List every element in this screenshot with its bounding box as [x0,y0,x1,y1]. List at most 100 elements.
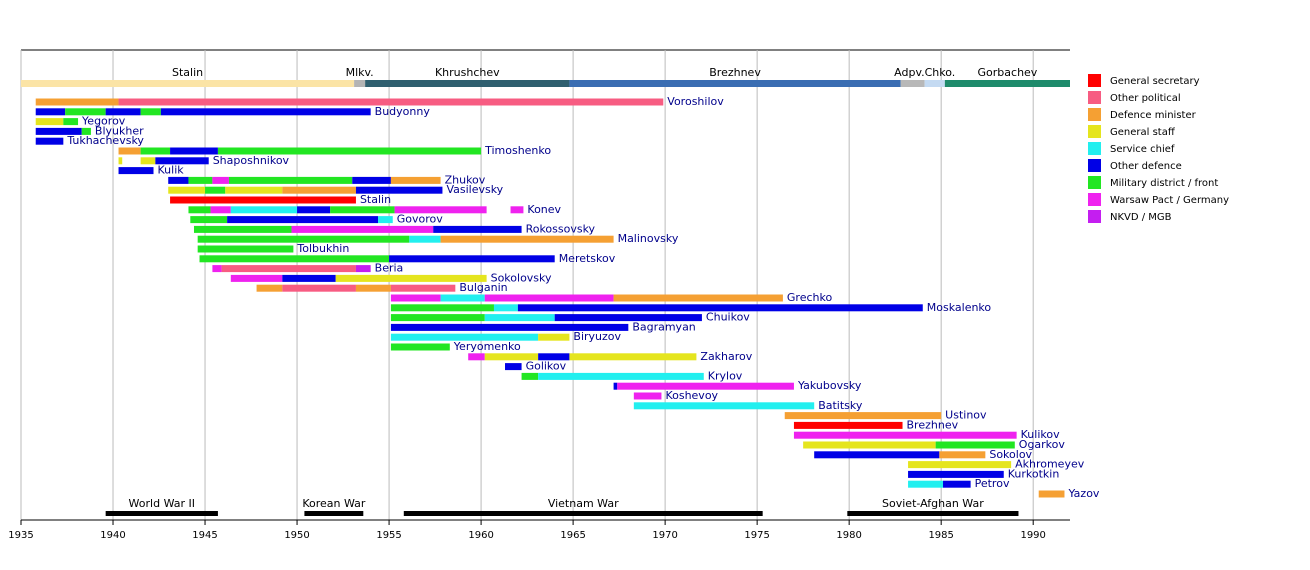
tenure-bar [505,363,522,371]
person-label: Vasilevsky [446,183,503,196]
tenure-bar [538,372,704,380]
tenure-bar [65,108,106,116]
tenure-bar [908,461,1012,469]
tenure-bar [212,176,229,184]
person-label: Stalin [360,193,391,206]
x-tick-label: 1955 [376,530,401,541]
person-label: Konev [527,203,561,216]
legend-label: Military district / front [1110,178,1218,189]
person-label: Grechko [787,291,833,304]
tenure-bar [210,206,231,214]
tenure-bar [118,157,123,165]
war-bar [304,511,364,516]
legend-label: Other defence [1110,161,1182,172]
person-label: Yeryomenko [453,340,521,353]
legend-swatch [1088,159,1101,172]
person-label: Bulganin [459,281,507,294]
tenure-bar [355,284,391,292]
tenure-bar [217,147,482,155]
tenure-bar [538,333,570,341]
tenure-bar [793,421,903,429]
tenure-bar [943,480,971,488]
tenure-bar [484,294,614,302]
tenure-bar [140,108,161,116]
war-label: Soviet-Afghan War [882,497,984,510]
tenure-bar [389,255,555,263]
tenure-bar [394,206,487,214]
tenure-bar [352,176,391,184]
tenure-bar [390,284,456,292]
tenure-bar [493,304,518,312]
era-label: Gorbachev [978,66,1038,79]
person-label: Batitsky [818,399,863,412]
tenure-bar [35,118,64,126]
tenure-bar [205,186,226,194]
tenure-bar [193,225,292,233]
tenure-bar [390,294,441,302]
tenure-bar [230,274,283,282]
tenure-bar [440,294,485,302]
era-bar [569,80,901,87]
person-label: Blyukher [95,124,144,137]
tenure-bar [297,206,331,214]
tenure-bar [409,235,441,243]
tenure-bar [390,343,450,351]
legend-label: Other political [1110,93,1181,104]
tenure-bar [197,245,294,253]
person-label: Voroshilov [667,95,724,108]
tenure-bar [35,108,66,116]
person-label: Akhromeyev [1015,458,1085,471]
war-bar [847,511,1019,516]
legend-label: Defence minister [1110,110,1197,121]
tenure-bar [803,441,936,449]
tenure-bar [355,186,443,194]
tenure-bar [81,127,91,135]
war-label: Vietnam War [548,497,619,510]
tenure-bar [613,294,783,302]
tenure-bar [633,402,815,410]
tenure-bar [160,108,371,116]
person-label: Govorov [397,213,444,226]
x-tick-label: 1960 [468,530,493,541]
person-label: Bagramyan [632,320,695,333]
x-tick-label: 1990 [1020,530,1045,541]
tenure-bar [168,186,206,194]
legend-swatch [1088,108,1101,121]
tenure-bar [390,176,441,184]
tenure-bar [291,225,434,233]
x-tick-label: 1975 [744,530,769,541]
person-label: Moskalenko [927,301,992,314]
tenure-bar [468,353,485,361]
person-label: Kurkotkin [1008,467,1060,480]
person-label: Meretskov [559,252,616,265]
person-label: Golikov [526,360,567,373]
era-bar [365,80,570,87]
war-label: World War II [129,497,195,510]
person-label: Petrov [975,477,1010,490]
legend-label: Warsaw Pact / Germany [1110,195,1229,206]
person-label: Biryuzov [573,330,621,343]
person-label: Zakharov [700,350,752,363]
legend-swatch [1088,91,1101,104]
tenure-bar [188,176,213,184]
person-label: Ustinov [945,409,987,422]
tenure-bar [282,284,356,292]
legend-swatch [1088,125,1101,138]
era-label: Adpv. [894,66,924,79]
legend-label: NKVD / MGB [1110,212,1172,223]
legend-swatch [1088,176,1101,189]
tenure-bar [390,314,485,322]
person-label: Malinovsky [618,232,679,245]
tenure-bar [538,353,570,361]
tenure-bar [939,451,986,459]
tenure-bar [170,196,356,204]
tenure-bar [199,255,390,263]
person-label: Budyonny [375,105,431,118]
tenure-bar [118,147,141,155]
tenure-bar [554,314,702,322]
tenure-bar [225,186,283,194]
tenure-bar [633,392,662,400]
era-label: Mlkv. [346,66,374,79]
legend-swatch [1088,193,1101,206]
legend-label: General secretary [1110,76,1200,87]
